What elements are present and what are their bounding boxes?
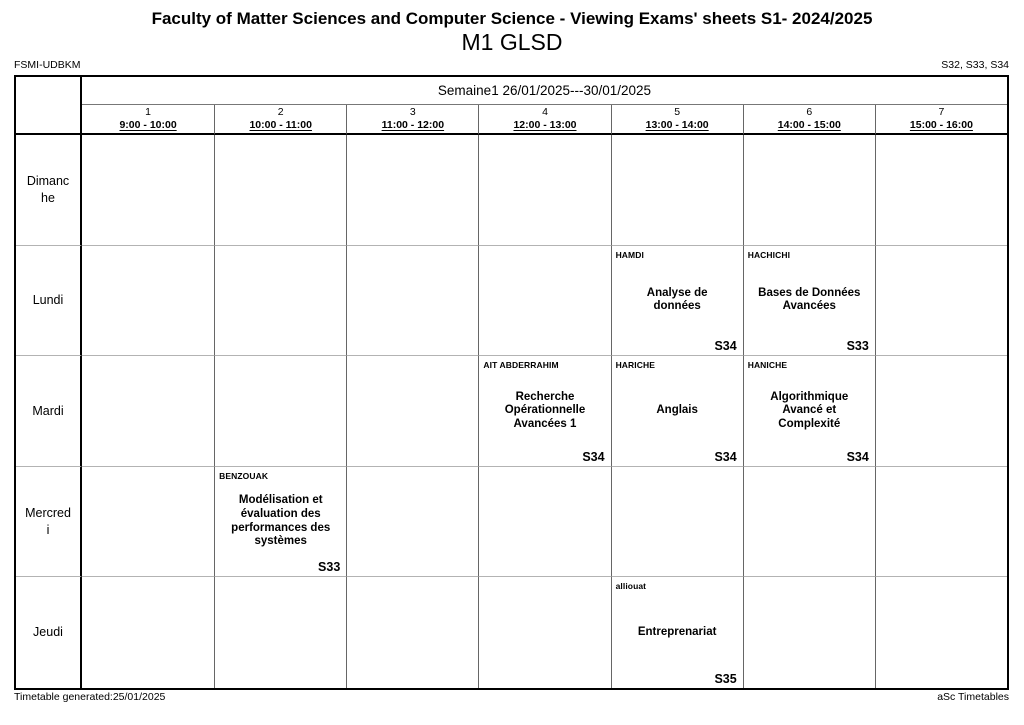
subject-name: Recherche Opérationnelle Avancées 1: [504, 390, 586, 430]
empty-cell: [874, 135, 1007, 246]
empty-cell: [214, 356, 347, 467]
empty-cell: [346, 245, 479, 357]
lesson-cell: HARICHE Anglais S34: [610, 356, 743, 467]
empty-cell: [346, 135, 479, 246]
day-label-mercredi: Mercredi: [16, 466, 82, 578]
empty-cell: [742, 135, 875, 246]
period-number: 7: [938, 105, 945, 118]
period-header-6: 6 14:00 - 15:00: [742, 105, 875, 135]
period-number: 6: [806, 105, 813, 118]
empty-cell: [742, 577, 875, 688]
lesson-cell: HACHICHI Bases de Données Avancées S33: [742, 245, 875, 357]
school-code: FSMI-UDBKM: [14, 59, 81, 71]
empty-cell: [874, 577, 1007, 688]
lesson-cell: HAMDI Analyse de données S34: [610, 245, 743, 357]
empty-cell: [214, 577, 346, 688]
empty-cell: [346, 577, 478, 688]
period-header-1: 1 9:00 - 10:00: [82, 105, 215, 135]
period-time: 12:00 - 13:00: [513, 119, 577, 131]
empty-cell: [610, 135, 743, 246]
empty-cell: [82, 356, 215, 467]
subject-name: Analyse de données: [646, 286, 708, 313]
teacher-name: BENZOUAK: [219, 470, 269, 481]
day-label-jeudi: Jeudi: [16, 577, 82, 688]
room-code: S35: [714, 671, 737, 686]
subject-name: Modélisation et évaluation des performan…: [231, 494, 331, 548]
empty-cell: [874, 245, 1007, 357]
empty-cell: [610, 466, 743, 578]
day-label-dimanche: Dimanche: [16, 135, 82, 246]
empty-cell: [214, 245, 347, 357]
app-credit: aSc Timetables: [937, 691, 1009, 703]
room-code: S33: [318, 560, 341, 575]
period-header-2: 2 10:00 - 11:00: [214, 105, 347, 135]
lesson-cell: HANICHE Algorithmique Avancé et Complexit…: [742, 356, 875, 467]
generated-date: Timetable generated:25/01/2025: [14, 691, 166, 703]
subject-name: Anglais: [656, 404, 698, 417]
empty-cell: [874, 356, 1007, 467]
period-number: 2: [277, 105, 284, 118]
lesson-cell: AIT ABDERRAHIM Recherche Opérationnelle A…: [478, 356, 611, 467]
empty-cell: [82, 467, 215, 578]
subject-name: Entreprenariat: [637, 625, 717, 638]
room-code: S34: [714, 449, 737, 464]
subject-name: Algorithmique Avancé et Complexité: [770, 390, 849, 430]
teacher-name: HANICHE: [747, 360, 788, 371]
empty-cell: [346, 466, 479, 578]
period-time: 11:00 - 12:00: [381, 119, 445, 131]
empty-cell: [478, 466, 611, 578]
empty-cell: [82, 135, 215, 246]
week-header: Semaine1 26/01/2025---30/01/2025: [82, 77, 1007, 105]
lesson-cell: BENZOUAK Modélisation et évaluation des p…: [214, 466, 347, 578]
meta-row: FSMI-UDBKM S32, S33, S34: [14, 59, 1009, 71]
teacher-name: HARICHE: [615, 360, 655, 371]
period-time: 9:00 - 10:00: [119, 119, 177, 131]
teacher-name: HACHICHI: [747, 249, 791, 260]
period-number: 3: [409, 105, 416, 118]
empty-cell: [478, 577, 610, 688]
period-time: 15:00 - 16:00: [909, 119, 973, 131]
day-label-lundi: Lundi: [16, 245, 82, 357]
room-code: S34: [582, 449, 605, 464]
day-label-mardi: Mardi: [16, 356, 82, 467]
rooms-list: S32, S33, S34: [941, 59, 1009, 71]
empty-cell: [478, 135, 611, 246]
period-number: 5: [674, 105, 681, 118]
teacher-name: AIT ABDERRAHIM: [483, 360, 559, 371]
period-header-7: 7 15:00 - 16:00: [874, 105, 1007, 135]
empty-cell: [214, 135, 347, 246]
teacher-name: alliouat: [615, 581, 647, 592]
empty-cell: [82, 577, 214, 688]
period-header-4: 4 12:00 - 13:00: [478, 105, 611, 135]
period-header-3: 3 11:00 - 12:00: [346, 105, 479, 135]
room-code: S34: [714, 339, 737, 354]
period-time: 10:00 - 11:00: [249, 119, 312, 131]
period-time: 14:00 - 15:00: [777, 119, 841, 131]
class-title: M1 GLSD: [461, 29, 563, 55]
room-code: S34: [846, 449, 869, 464]
empty-cell: [478, 245, 611, 357]
corner-cell: [16, 77, 82, 135]
subject-name: Bases de Données Avancées: [758, 286, 861, 313]
empty-cell: [874, 466, 1007, 578]
period-header-5: 5 13:00 - 14:00: [610, 105, 743, 135]
lesson-cell: alliouat Entreprenariat S35: [610, 577, 743, 688]
empty-cell: [742, 466, 875, 578]
period-number: 1: [145, 105, 151, 118]
page-title: Faculty of Matter Sciences and Computer …: [151, 9, 873, 28]
period-time: 13:00 - 14:00: [645, 119, 709, 131]
empty-cell: [82, 246, 215, 357]
period-number: 4: [542, 105, 548, 118]
teacher-name: HAMDI: [615, 249, 644, 260]
footer-row: Timetable generated:25/01/2025 aSc Timet…: [14, 691, 1009, 703]
timetable-grid: Semaine1 26/01/2025---30/01/2025 1 9:00 -…: [14, 75, 1009, 690]
empty-cell: [346, 356, 479, 467]
room-code: S33: [846, 339, 869, 354]
